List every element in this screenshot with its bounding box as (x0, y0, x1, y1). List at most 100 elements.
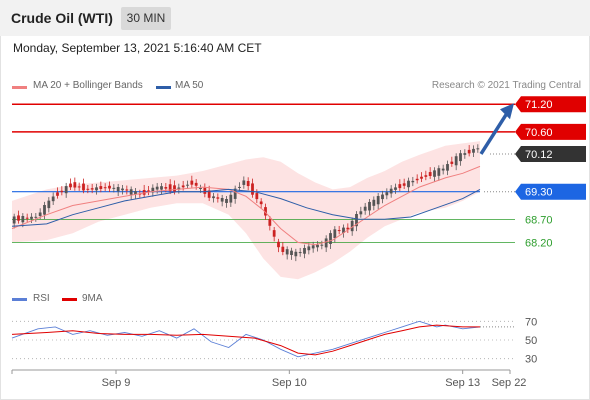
candle-body (225, 199, 228, 203)
level-tag-70.60 (515, 123, 586, 140)
candle-body (103, 187, 107, 189)
ma50-line (11, 188, 481, 227)
candle-body (333, 229, 337, 239)
candle-body (394, 187, 397, 190)
candle-body (168, 184, 172, 192)
candle-body (164, 187, 168, 189)
candle-body (281, 246, 285, 252)
rsi-level-label-70: 70 (525, 316, 537, 328)
candle-body (216, 197, 220, 199)
candle-body (69, 183, 72, 188)
candle-body (307, 246, 311, 251)
rsi-9ma-line (11, 324, 480, 356)
candle-body (129, 189, 133, 195)
candle-body (116, 187, 120, 192)
candle-body (30, 216, 33, 219)
bollinger-band-area (12, 141, 480, 280)
legend-ma50-label: MA 50 (175, 80, 204, 91)
candle-body (229, 194, 233, 203)
candle-body (337, 230, 341, 232)
candle-body (134, 191, 137, 195)
candle-body (125, 189, 129, 191)
candle-body (233, 188, 237, 199)
candle-body (433, 170, 436, 177)
candle-body (398, 184, 402, 189)
candle-body (99, 186, 103, 189)
candle-body (294, 251, 298, 257)
legend-9ma-label: 9MA (82, 293, 103, 304)
candle-body (82, 183, 85, 191)
candle-body (441, 168, 445, 171)
candle-body (424, 175, 428, 177)
candle-body (108, 185, 111, 189)
source-credit: Research © 2021 Trading Central (431, 80, 581, 91)
candle-body (51, 196, 55, 202)
candle-body (264, 207, 267, 216)
candle-body (151, 187, 155, 193)
candle-body (303, 247, 306, 254)
legend-ma20-label: MA 20 + Bollinger Bands (33, 80, 143, 91)
candle-body (64, 186, 68, 194)
candle-body (472, 148, 475, 153)
candle-body (142, 189, 146, 195)
level-tag-70.12 (515, 145, 586, 162)
candle-body (181, 185, 185, 188)
candle-body (246, 180, 250, 187)
candle-body (190, 180, 194, 185)
candle-body (207, 190, 211, 198)
candle-body (56, 192, 59, 196)
x-tick-label: Sep 22 (492, 377, 527, 389)
candle-body (420, 176, 423, 179)
candle-body (220, 197, 224, 202)
candle-body (147, 190, 150, 192)
candle-body (290, 250, 293, 255)
level-tag-69.30 (515, 183, 586, 200)
candle-body (60, 190, 64, 193)
candle-body (177, 187, 181, 190)
timeframe-badge[interactable]: 30 MIN (121, 7, 171, 30)
candle-body (238, 186, 241, 188)
report-datetime: Monday, September 13, 2021 5:16:40 AM CE… (13, 41, 262, 55)
candle-body (363, 206, 367, 211)
candle-body (173, 185, 176, 192)
candle-body (25, 217, 29, 219)
candle-body (350, 220, 354, 232)
candle-body (415, 178, 419, 181)
candle-body (212, 196, 215, 199)
candle-body (368, 201, 371, 211)
level-label-68.70: 68.70 (525, 214, 553, 226)
candle-body (73, 182, 77, 188)
candle-body (38, 212, 42, 216)
candle-body (411, 180, 415, 183)
candle-body (199, 187, 202, 189)
candle-body (277, 241, 280, 248)
rsi-level-label-30: 30 (525, 354, 537, 366)
candle-body (86, 188, 90, 190)
candle-body (259, 201, 263, 205)
instrument-title: Crude Oil (WTI) (11, 10, 113, 26)
candle-body (21, 215, 25, 223)
candle-body (342, 227, 345, 233)
level-label-70.60: 70.60 (525, 127, 553, 139)
candle-body (320, 244, 324, 246)
rsi-level-label-50: 50 (525, 335, 537, 347)
candle-body (389, 188, 393, 194)
candle-body (385, 192, 389, 196)
candle-body (285, 249, 289, 255)
legend-swatch-rsi (12, 298, 27, 301)
candle-body (428, 172, 432, 176)
candle-body (255, 193, 259, 200)
candle-body (467, 149, 471, 154)
candle-body (186, 184, 189, 186)
level-label-70.12: 70.12 (525, 149, 553, 161)
candle-body (450, 161, 454, 164)
candle-body (381, 194, 384, 200)
candle-body (437, 168, 441, 176)
candle-body (95, 187, 98, 191)
candle-body (121, 188, 124, 191)
legend-swatch-ma50 (156, 86, 171, 89)
candle-body (359, 211, 363, 215)
candle-body (272, 230, 276, 237)
candle-body (446, 164, 449, 171)
